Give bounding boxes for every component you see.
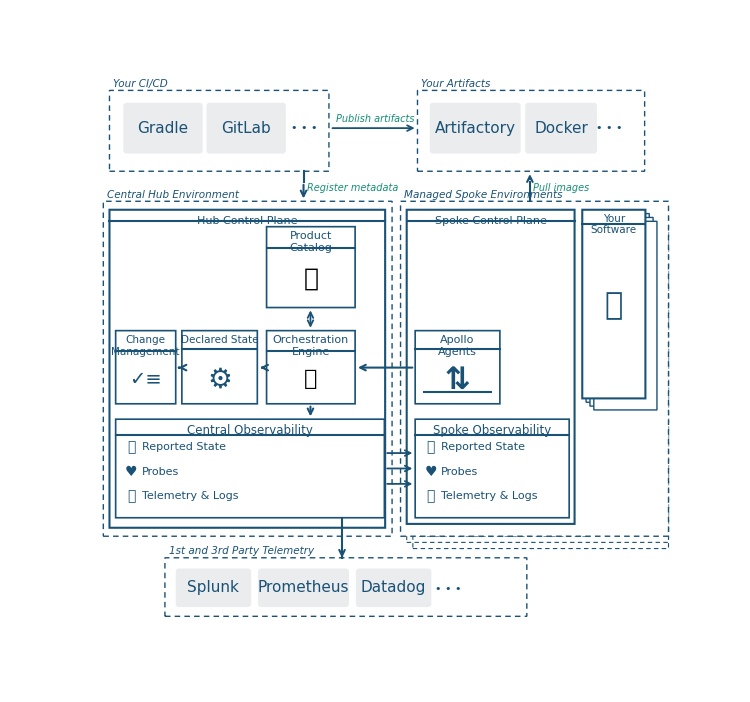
- Text: ⦿: ⦿: [127, 440, 135, 454]
- FancyBboxPatch shape: [110, 210, 386, 528]
- FancyBboxPatch shape: [525, 102, 597, 154]
- Text: Publish artifacts: Publish artifacts: [336, 114, 414, 124]
- Text: Telemetry & Logs: Telemetry & Logs: [142, 491, 238, 501]
- FancyBboxPatch shape: [176, 569, 251, 607]
- Text: ⧉: ⧉: [604, 291, 623, 321]
- Text: Your Artifacts: Your Artifacts: [422, 79, 490, 89]
- Text: Central Observability: Central Observability: [187, 424, 313, 437]
- Text: • • •: • • •: [435, 583, 461, 594]
- FancyBboxPatch shape: [419, 222, 587, 536]
- FancyBboxPatch shape: [413, 216, 580, 530]
- FancyBboxPatch shape: [430, 102, 520, 154]
- FancyBboxPatch shape: [266, 331, 355, 404]
- Text: Docker: Docker: [534, 121, 588, 135]
- Text: Register metadata: Register metadata: [307, 183, 398, 193]
- Text: Your CI/CD: Your CI/CD: [113, 79, 168, 89]
- Text: Probes: Probes: [142, 467, 179, 477]
- FancyBboxPatch shape: [116, 419, 384, 518]
- Text: ⇅: ⇅: [445, 366, 470, 395]
- Text: 📊: 📊: [427, 489, 435, 503]
- FancyBboxPatch shape: [110, 91, 329, 171]
- Text: Hub Control Plane: Hub Control Plane: [197, 216, 298, 226]
- Text: Reported State: Reported State: [441, 442, 525, 452]
- FancyBboxPatch shape: [400, 201, 668, 536]
- Text: Change
Management: Change Management: [112, 336, 180, 357]
- FancyBboxPatch shape: [356, 569, 431, 607]
- Text: Product
Catalog: Product Catalog: [290, 232, 332, 253]
- FancyBboxPatch shape: [586, 213, 650, 402]
- FancyBboxPatch shape: [406, 210, 574, 524]
- Text: Prometheus: Prometheus: [258, 581, 350, 595]
- Text: • • •: • • •: [596, 123, 622, 133]
- Text: 📊: 📊: [127, 489, 135, 503]
- Text: Your
Software: Your Software: [591, 213, 637, 235]
- Text: 1st and 3rd Party Telemetry: 1st and 3rd Party Telemetry: [169, 546, 314, 556]
- FancyBboxPatch shape: [206, 102, 286, 154]
- Text: Central Hub Environment: Central Hub Environment: [107, 190, 239, 200]
- FancyBboxPatch shape: [116, 331, 176, 404]
- Text: Orchestration
Engine: Orchestration Engine: [273, 336, 349, 357]
- FancyBboxPatch shape: [165, 558, 526, 616]
- Text: ⦿: ⦿: [427, 440, 435, 454]
- Text: ⚙: ⚙: [207, 365, 232, 393]
- FancyBboxPatch shape: [182, 331, 257, 404]
- Text: Telemetry & Logs: Telemetry & Logs: [441, 491, 538, 501]
- FancyBboxPatch shape: [594, 221, 657, 410]
- Text: GitLab: GitLab: [221, 121, 271, 135]
- FancyBboxPatch shape: [418, 91, 645, 171]
- Text: 📈: 📈: [304, 369, 317, 389]
- Text: Spoke Observability: Spoke Observability: [433, 424, 551, 437]
- Text: Pull images: Pull images: [533, 183, 590, 193]
- Text: ♥: ♥: [124, 465, 137, 479]
- Text: Splunk: Splunk: [188, 581, 239, 595]
- Text: Datadog: Datadog: [361, 581, 426, 595]
- FancyBboxPatch shape: [258, 569, 349, 607]
- Text: 🗄: 🗄: [303, 266, 318, 291]
- FancyBboxPatch shape: [595, 222, 658, 411]
- Text: Apollo
Agents: Apollo Agents: [438, 336, 477, 357]
- Text: Managed Spoke Environments: Managed Spoke Environments: [404, 190, 563, 200]
- Text: ♥: ♥: [424, 465, 436, 479]
- Text: Gradle: Gradle: [137, 121, 188, 135]
- Text: ✓≡: ✓≡: [129, 370, 162, 389]
- FancyBboxPatch shape: [590, 218, 653, 406]
- FancyBboxPatch shape: [266, 227, 355, 307]
- Text: Artifactory: Artifactory: [435, 121, 516, 135]
- FancyBboxPatch shape: [416, 419, 569, 518]
- FancyBboxPatch shape: [416, 331, 500, 404]
- Text: Spoke Control Plane: Spoke Control Plane: [435, 216, 547, 226]
- Text: Declared State: Declared State: [181, 336, 258, 345]
- FancyBboxPatch shape: [582, 210, 646, 399]
- FancyBboxPatch shape: [123, 102, 202, 154]
- Text: • • •: • • •: [291, 123, 317, 133]
- FancyBboxPatch shape: [104, 201, 392, 536]
- Text: Reported State: Reported State: [142, 442, 226, 452]
- Text: Probes: Probes: [441, 467, 479, 477]
- FancyBboxPatch shape: [589, 216, 652, 404]
